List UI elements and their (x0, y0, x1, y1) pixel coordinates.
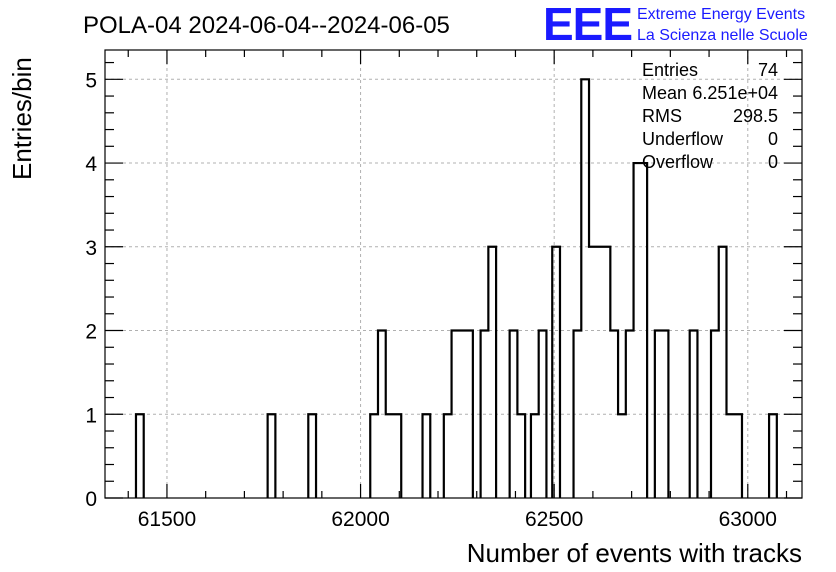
y-tick-label: 3 (85, 237, 97, 260)
stats-label: Underflow (642, 129, 724, 149)
eee-logo: EEE Extreme Energy Events La Scienza nel… (543, 0, 808, 50)
stats-value: 0 (768, 152, 778, 172)
histogram-bin (370, 414, 378, 498)
y-tick-label: 2 (85, 321, 97, 344)
histogram-bin (574, 331, 582, 498)
histogram-bin (726, 414, 734, 498)
histogram-bin (690, 331, 698, 498)
chart-title: POLA-04 2024-06-04--2024-06-05 (83, 12, 450, 39)
histogram-bin (452, 331, 473, 498)
x-tick-labels: 61500 62000 62500 63000 (138, 508, 777, 531)
y-axis-title: Entries/bin (7, 57, 37, 180)
plot-frame (104, 49, 803, 499)
histogram-bin (589, 247, 610, 498)
x-tick-label: 62000 (331, 508, 389, 531)
stats-value: 0 (768, 129, 778, 149)
histogram-bin (136, 414, 144, 498)
histogram-bin (444, 414, 452, 498)
histogram-bin (626, 331, 634, 498)
histogram-bin (719, 247, 727, 498)
stats-label: Mean (642, 83, 687, 103)
histogram-bin (308, 414, 316, 498)
logo-line-1: Extreme Energy Events (637, 6, 805, 23)
stats-value: 74 (758, 60, 778, 80)
x-tick-label: 61500 (138, 508, 196, 531)
histogram-bin (552, 247, 560, 498)
histogram-bin (610, 331, 618, 498)
histogram-bin (769, 414, 777, 498)
y-tick-label: 4 (85, 153, 97, 176)
stats-value: 298.5 (733, 106, 778, 126)
x-tick-label: 62500 (525, 508, 583, 531)
histogram-bin (711, 331, 719, 498)
stats-value: 6.251e+04 (692, 83, 778, 103)
logo-line-2: La Scienza nelle Scuole (637, 27, 808, 44)
histogram-bin (510, 331, 518, 498)
histogram-bin (539, 331, 547, 498)
histogram-bin (734, 414, 742, 498)
histogram-bin (531, 414, 539, 498)
y-tick-label: 5 (85, 69, 97, 92)
histogram-bin (481, 331, 489, 498)
axis-ticks (105, 50, 802, 499)
stats-label: Entries (642, 60, 698, 80)
stats-label: RMS (642, 106, 682, 126)
stats-label: Overflow (642, 152, 714, 172)
logo-mark: EEE (543, 0, 632, 50)
y-tick-labels: 0 1 2 3 4 5 (85, 69, 97, 511)
stats-box: Entries 74 Mean 6.251e+04 RMS 298.5 Underflow 0… (642, 60, 778, 172)
histogram-bin (423, 414, 431, 498)
histogram-bin (517, 414, 525, 498)
histogram-bin (488, 247, 496, 498)
histogram-outline (134, 78, 778, 498)
histogram-bin (655, 331, 669, 498)
histogram-bin (634, 163, 648, 498)
y-tick-label: 1 (85, 404, 97, 427)
histogram-bin (268, 414, 276, 498)
histogram-bin (378, 331, 386, 498)
histogram-bin (386, 414, 401, 498)
y-tick-label: 0 (85, 488, 97, 511)
histogram-bin (618, 414, 626, 498)
x-tick-label: 63000 (719, 508, 777, 531)
x-axis-title: Number of events with tracks (467, 538, 802, 568)
histogram-bin (581, 79, 589, 498)
